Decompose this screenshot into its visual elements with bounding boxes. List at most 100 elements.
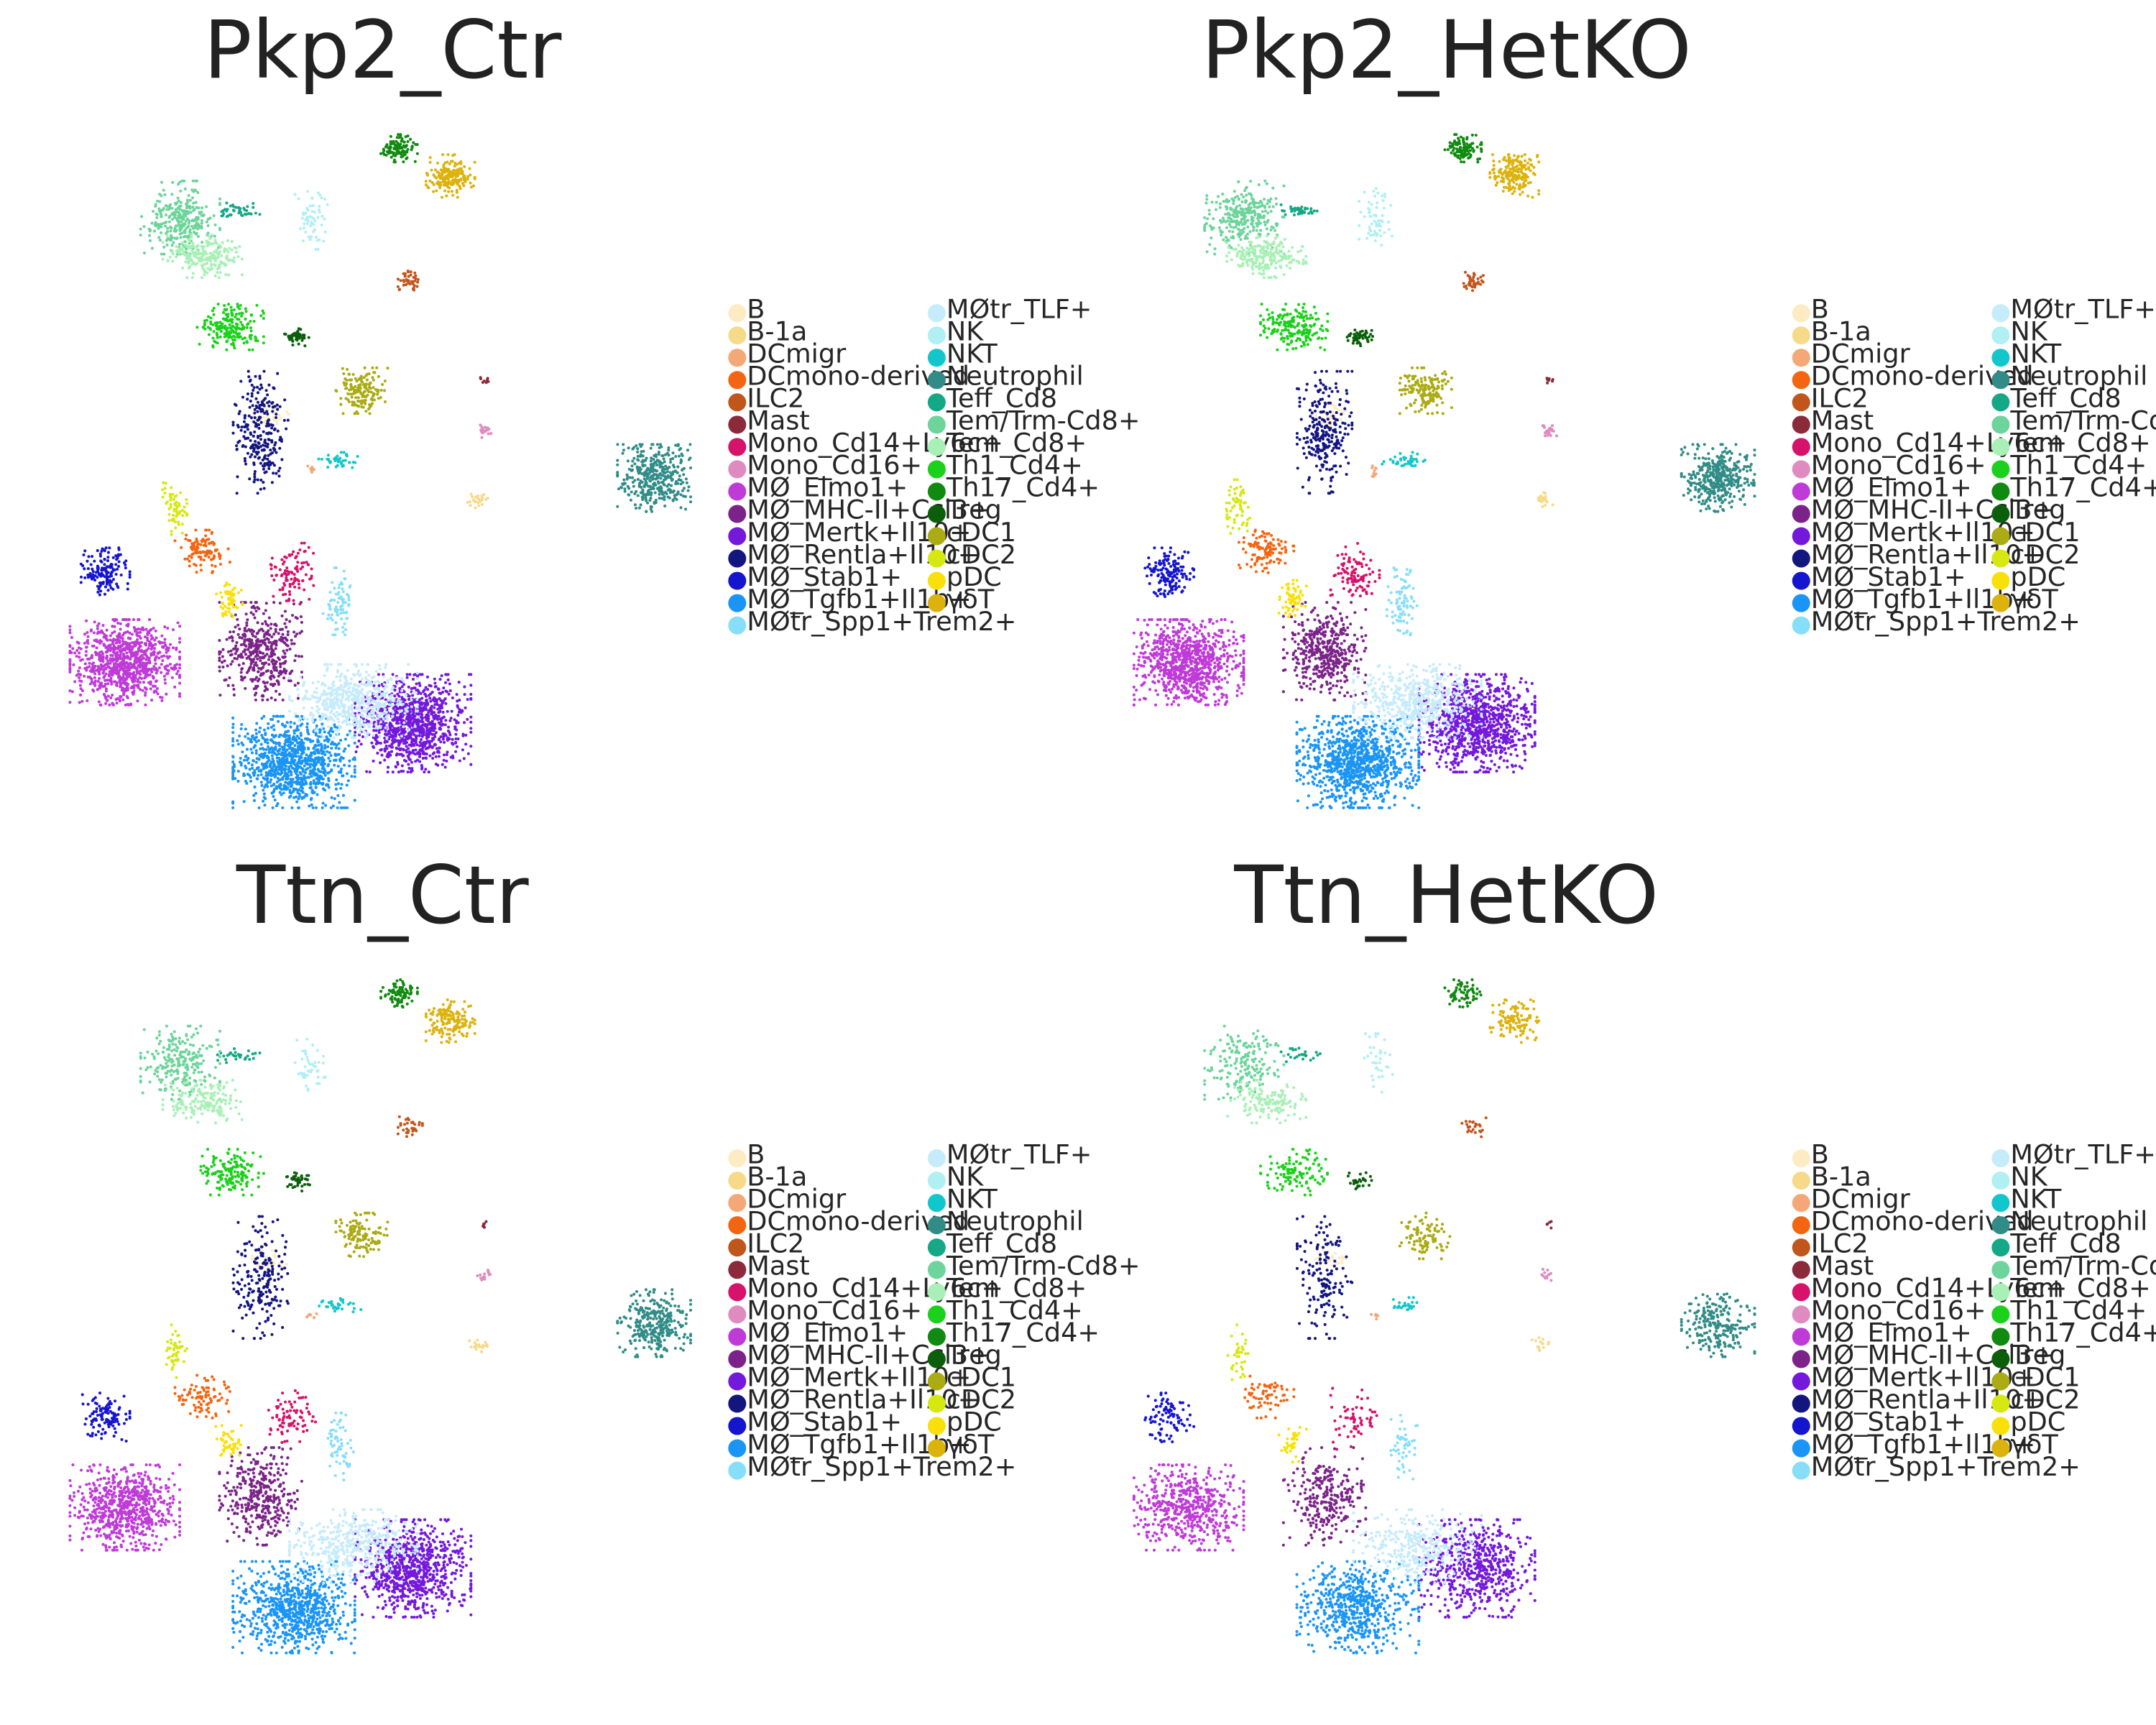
scatter-point (424, 694, 428, 698)
scatter-point (144, 627, 148, 631)
scatter-point (132, 671, 136, 674)
scatter-point (362, 706, 366, 709)
scatter-point (300, 789, 303, 793)
scatter-point (83, 576, 87, 579)
scatter-point (359, 731, 362, 735)
scatter-point (365, 734, 369, 737)
scatter-point (287, 695, 291, 699)
scatter-point (136, 638, 139, 642)
scatter-point (104, 636, 108, 640)
scatter-point (431, 757, 435, 760)
scatter-point (134, 656, 137, 660)
scatter-point (328, 699, 332, 703)
scatter-point (218, 669, 221, 673)
scatter-point (356, 699, 360, 703)
scatter-point (267, 750, 271, 754)
scatter-point (287, 676, 291, 680)
scatter-point (272, 735, 276, 739)
scatter-point (418, 702, 422, 706)
scatter-point (68, 689, 72, 693)
scatter-point (446, 750, 449, 754)
scatter-point (480, 436, 484, 439)
scatter-point (253, 455, 257, 459)
scatter-point (326, 737, 329, 740)
scatter-point (270, 791, 274, 795)
scatter-point (425, 704, 428, 707)
scatter-point (308, 786, 312, 790)
cluster-mono-cd14-ly6c (269, 541, 315, 606)
scatter-point (288, 582, 292, 586)
scatter-point (127, 668, 131, 672)
scatter-point (252, 773, 256, 777)
scatter-point (364, 709, 368, 712)
scatter-point (387, 755, 390, 759)
scatter-point (317, 755, 321, 759)
scatter-point (271, 749, 275, 753)
scatter-point (254, 648, 257, 652)
scatter-point (268, 633, 272, 637)
scatter-point (480, 502, 484, 506)
scatter-point (104, 672, 108, 676)
scatter-point (254, 610, 258, 613)
scatter-point (168, 643, 172, 646)
scatter-point (374, 680, 377, 684)
scatter-point (253, 785, 257, 788)
scatter-point (188, 564, 191, 568)
scatter-point (395, 747, 399, 750)
scatter-point (400, 764, 404, 768)
scatter-point (92, 631, 96, 635)
scatter-point (252, 799, 256, 802)
scatter-point (238, 635, 241, 639)
scatter-point (330, 613, 333, 617)
scatter-point (100, 571, 103, 575)
scatter-point (252, 604, 255, 608)
scatter-point (391, 770, 395, 774)
scatter-point (300, 620, 303, 624)
scatter-point (109, 676, 113, 680)
scatter-point (254, 374, 257, 378)
scatter-point (111, 625, 114, 628)
scatter-point (281, 806, 285, 809)
scatter-point (239, 671, 243, 674)
scatter-point (358, 674, 361, 678)
scatter-point (351, 699, 356, 703)
scatter-point (242, 758, 246, 762)
scatter-point (122, 561, 126, 565)
scatter-point (300, 655, 303, 658)
scatter-point (80, 699, 84, 703)
scatter-point (305, 561, 308, 564)
scatter-point (305, 689, 308, 692)
scatter-point (345, 454, 349, 458)
scatter-point (379, 748, 382, 752)
scatter-point (225, 638, 229, 641)
scatter-point (271, 683, 275, 686)
scatter-point (269, 563, 272, 566)
scatter-point (446, 709, 449, 713)
scatter-point (280, 558, 284, 561)
scatter-point (316, 247, 320, 252)
scatter-point (247, 436, 250, 440)
scatter-point (307, 563, 310, 566)
scatter-point (188, 539, 192, 543)
scatter-point (367, 679, 370, 683)
scatter-point (378, 761, 382, 765)
scatter-point (367, 673, 371, 677)
scatter-point (132, 686, 136, 690)
scatter-point (396, 763, 400, 766)
scatter-point (418, 748, 422, 752)
scatter-point (136, 653, 139, 656)
scatter-point (83, 632, 87, 636)
scatter-point (265, 653, 269, 656)
scatter-point (410, 702, 413, 706)
scatter-point (322, 682, 326, 686)
scatter-point (285, 757, 289, 760)
scatter-point (418, 740, 422, 744)
scatter-point (261, 698, 264, 702)
scatter-point (405, 745, 408, 748)
scatter-point (121, 698, 125, 702)
scatter-point (318, 696, 322, 699)
scatter-point (247, 638, 250, 641)
scatter-point (412, 286, 415, 290)
scatter-point (391, 673, 395, 676)
scatter-point (326, 771, 330, 775)
